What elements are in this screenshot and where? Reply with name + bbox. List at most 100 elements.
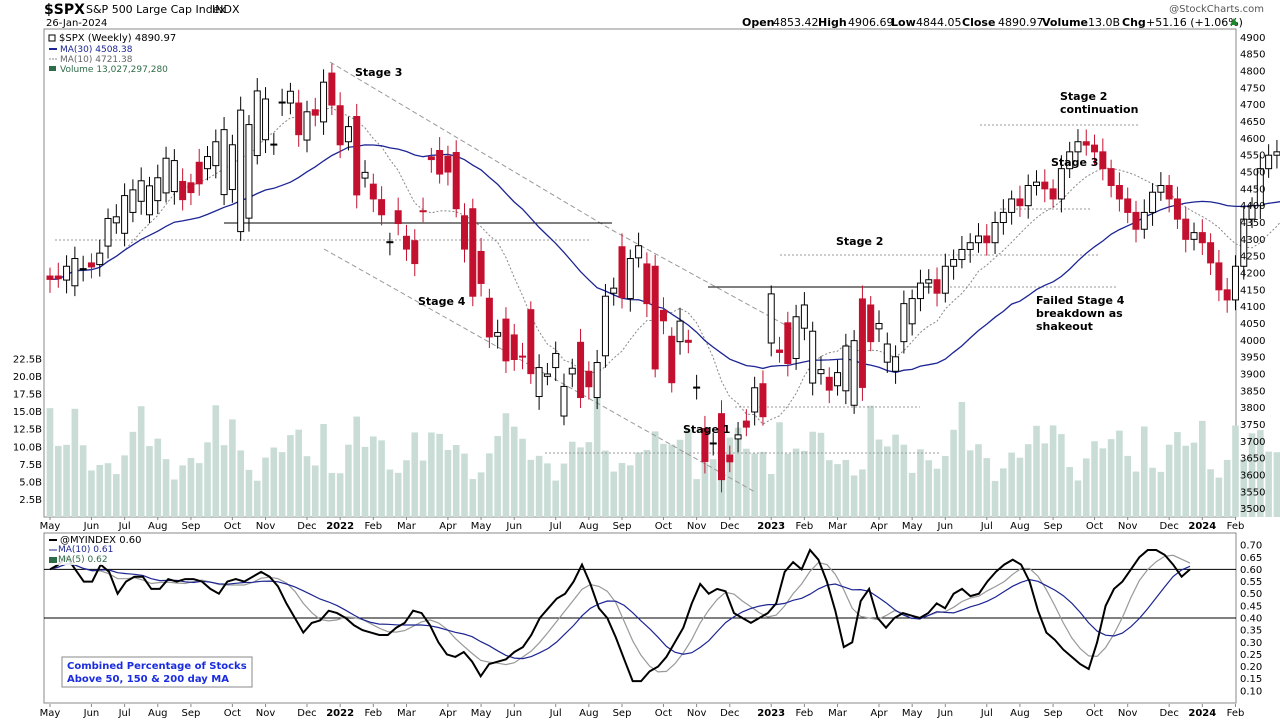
candle-body [286, 90, 294, 104]
volume-bar [394, 472, 402, 517]
price-tick-label: 4050 [1240, 319, 1265, 330]
month-tick-label: Nov [687, 521, 707, 532]
volume-bar [950, 429, 957, 517]
volume-bar [220, 445, 228, 517]
volume-bar [162, 459, 170, 517]
candle-body [195, 161, 203, 185]
price-tick-label: 4900 [1240, 33, 1265, 44]
candle-body [1066, 151, 1074, 170]
volume-bar [386, 469, 394, 517]
volume-bar [1091, 441, 1098, 517]
month-tick-label: Sep [613, 521, 632, 532]
candle-body [817, 369, 825, 375]
volume-bar [1190, 442, 1198, 517]
volume-tick-label: 7.5B [19, 460, 42, 471]
volume-bar [204, 442, 211, 517]
candle-body [800, 304, 808, 329]
volume-bar [734, 427, 742, 517]
volume-tick-label: 2.5B [19, 495, 42, 506]
volume-tick-label: 10.0B [13, 442, 42, 453]
volume-bar [1174, 432, 1181, 517]
candle-body [477, 250, 485, 284]
candle-body [825, 376, 833, 391]
month-tick-label: Jul [549, 521, 562, 532]
candle-body [950, 259, 958, 267]
candle-body [858, 298, 866, 388]
volume-bar [403, 460, 410, 517]
candle-body [1157, 184, 1165, 193]
month-tick-label: Nov [687, 708, 707, 719]
month-tick-label: Feb [364, 708, 382, 719]
month-tick-label: Nov [1118, 521, 1138, 532]
candle-body [751, 387, 759, 413]
month-tick-label: Nov [256, 521, 276, 532]
volume-bar [303, 456, 311, 517]
price-tick-label: 4000 [1240, 336, 1265, 347]
volume-bar [593, 394, 601, 517]
volume-bar [908, 472, 916, 517]
indicator-tick-label: 0.60 [1240, 565, 1262, 576]
month-tick-label: 2024 [1188, 521, 1216, 532]
candle-body [792, 316, 800, 359]
volume-bar [428, 432, 435, 517]
month-tick-label: Jun [505, 521, 522, 532]
month-tick-label: May [471, 521, 492, 532]
volume-bar [353, 416, 361, 517]
candle-body [568, 367, 576, 375]
price-tick-label: 3800 [1240, 403, 1265, 414]
volume-bar [1066, 467, 1073, 517]
volume-bar [71, 408, 79, 517]
volume-bar [602, 450, 609, 517]
volume-bar [1099, 448, 1107, 517]
candle-body [875, 322, 883, 330]
annotation-stage3-left: Stage 3 [355, 66, 402, 79]
high-label: High [818, 16, 847, 29]
month-tick-label: 2023 [757, 708, 785, 719]
candle-body [212, 141, 220, 167]
info-box: Combined Percentage of Stocks Above 50, … [61, 656, 253, 688]
price-tick-label: 4500 [1240, 168, 1265, 179]
month-tick-label: Mar [828, 708, 848, 719]
candle-body [378, 199, 386, 216]
candle-body [187, 182, 195, 194]
volume-bar [1165, 444, 1173, 517]
volume-value: 13.0B [1088, 16, 1120, 29]
volume-bar [378, 440, 385, 517]
volume-bar [743, 448, 750, 517]
chg-label: Chg [1122, 16, 1146, 29]
candle-body [1049, 188, 1057, 200]
volume-bar [1116, 430, 1123, 517]
candle-body [361, 171, 369, 179]
candle-body [502, 318, 510, 362]
volume-bar [137, 406, 145, 517]
candle-body [983, 235, 991, 244]
candle-body [220, 129, 228, 196]
volume-bar [966, 450, 974, 517]
month-tick-label: Oct [655, 521, 672, 532]
volume-bar [253, 480, 261, 517]
volume-bar [46, 408, 54, 517]
candle-body [427, 156, 435, 161]
candle-body [593, 362, 601, 399]
high-value: 4906.69 [848, 16, 894, 29]
month-tick-label: Aug [579, 708, 599, 719]
volume-bars [46, 394, 1280, 517]
annotation-stage2: Stage 2 [836, 235, 883, 248]
price-tick-label: 4350 [1240, 218, 1265, 229]
volume-bar [776, 422, 783, 517]
indicator-tick-label: 0.10 [1240, 686, 1262, 697]
volume-bar [245, 469, 253, 517]
month-tick-label: May [40, 708, 61, 719]
month-tick-label: Sep [1044, 708, 1063, 719]
candle-body [369, 183, 377, 200]
volume-bar [568, 441, 576, 517]
candle-body [270, 143, 278, 146]
volume-label: Volume [1042, 16, 1088, 29]
volume-bar [187, 457, 195, 517]
volume-bar [759, 451, 767, 517]
volume-bar [859, 469, 866, 517]
candle-body [1248, 205, 1256, 220]
month-tick-label: Jul [980, 708, 993, 719]
volume-tick-label: 22.5B [13, 355, 42, 366]
